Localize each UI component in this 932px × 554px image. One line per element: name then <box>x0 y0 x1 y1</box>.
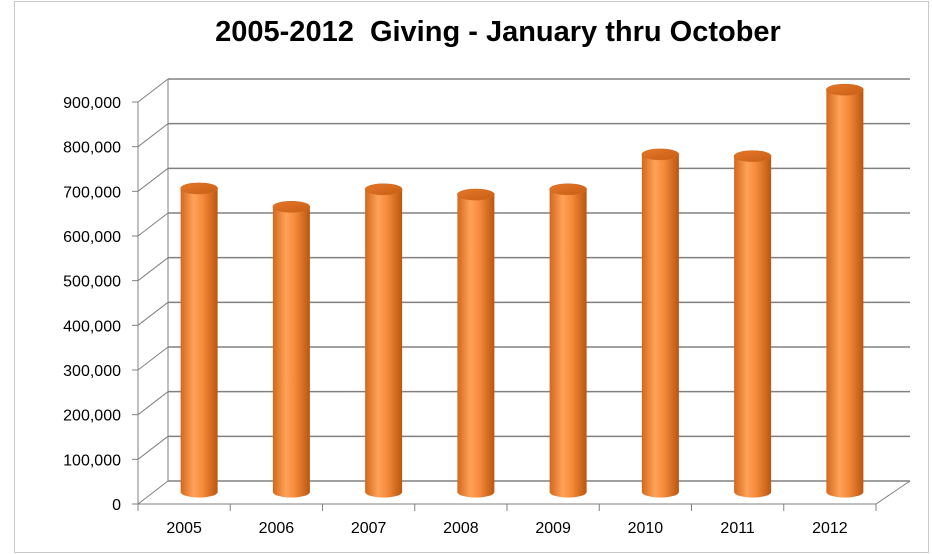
bar-top <box>733 150 772 162</box>
gridline-side <box>137 167 169 192</box>
bar-body <box>365 189 403 498</box>
y-tick-label: 400,000 <box>63 318 121 335</box>
x-tick-label: 2005 <box>166 520 202 537</box>
bar <box>826 83 864 498</box>
bar <box>641 148 680 498</box>
bar <box>272 200 311 498</box>
gridline-side <box>137 480 169 505</box>
bar-body <box>180 188 218 498</box>
bar-body <box>549 189 587 498</box>
y-tick-label: 900,000 <box>63 95 121 112</box>
bar <box>180 182 218 498</box>
y-axis-tick-labels: 0 100,000 200,000 300,000 400,000 500,000 600,… <box>63 95 121 514</box>
bar-top <box>180 182 218 195</box>
y-tick-label: 300,000 <box>63 363 121 380</box>
bar-body <box>272 206 310 498</box>
gridline-side <box>137 391 169 416</box>
bar-body <box>826 89 864 498</box>
bar-body <box>734 156 772 498</box>
bar <box>733 150 772 498</box>
bars <box>180 83 864 498</box>
gridline-side <box>137 435 169 460</box>
bar <box>457 188 495 498</box>
y-tick-label: 200,000 <box>63 408 121 425</box>
x-tick-label: 2009 <box>535 520 571 537</box>
x-tick-label: 2006 <box>259 520 295 537</box>
y-tick-label: 0 <box>112 497 121 514</box>
x-tick-label: 2010 <box>628 520 664 537</box>
axes <box>132 79 911 511</box>
x-tick-label: 2012 <box>812 520 848 537</box>
y-tick-label: 600,000 <box>63 229 121 246</box>
bar-top <box>826 83 864 96</box>
bar-top <box>364 183 403 196</box>
gridline-side <box>137 346 169 371</box>
y-tick-label: 100,000 <box>63 452 121 469</box>
gridline-side <box>137 123 169 148</box>
y-tick-label: 700,000 <box>63 184 121 201</box>
bar-top <box>272 200 311 213</box>
bar-top <box>549 183 587 196</box>
y-tick-label: 800,000 <box>63 140 121 157</box>
bar-top <box>457 188 495 201</box>
x-tick-label: 2011 <box>720 520 755 537</box>
gridline-side <box>137 257 169 282</box>
gridline-side <box>137 301 169 326</box>
bar-top <box>641 148 680 161</box>
bar-body <box>641 154 679 498</box>
gridline-side <box>137 78 169 103</box>
x-tick-label: 2007 <box>351 520 387 537</box>
bar-body <box>457 194 495 498</box>
gridline-side <box>137 212 169 237</box>
x-axis-tick-labels: 2005 2006 2007 2008 2009 2010 2011 2012 <box>166 520 847 537</box>
chart-title: 2005-2012 Giving - January thru October <box>215 16 781 48</box>
bar <box>364 183 403 498</box>
x-tick-label: 2008 <box>443 520 479 537</box>
y-tick-label: 500,000 <box>63 274 121 291</box>
bar <box>549 183 587 498</box>
